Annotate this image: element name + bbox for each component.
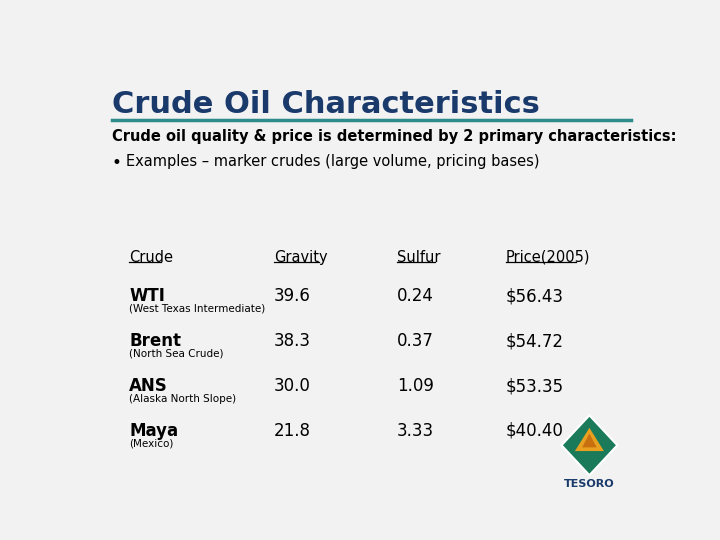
Text: Maya: Maya [129, 422, 178, 440]
Text: 39.6: 39.6 [274, 287, 311, 305]
Polygon shape [582, 434, 597, 447]
Text: ANS: ANS [129, 377, 168, 395]
Text: $53.35: $53.35 [505, 377, 564, 395]
Text: Crude oil quality & price is determined by 2 primary characteristics:: Crude oil quality & price is determined … [112, 129, 677, 144]
Text: 30.0: 30.0 [274, 377, 311, 395]
Polygon shape [575, 428, 604, 451]
Text: $40.40: $40.40 [505, 422, 564, 440]
Text: •: • [111, 154, 121, 172]
Text: WTI: WTI [129, 287, 165, 305]
Text: 0.24: 0.24 [397, 287, 433, 305]
Text: (North Sea Crude): (North Sea Crude) [129, 349, 223, 359]
Text: $56.43: $56.43 [505, 287, 564, 305]
Text: Brent: Brent [129, 332, 181, 350]
Text: (Alaska North Slope): (Alaska North Slope) [129, 394, 236, 404]
Text: 21.8: 21.8 [274, 422, 311, 440]
Text: Examples – marker crudes (large volume, pricing bases): Examples – marker crudes (large volume, … [126, 154, 540, 169]
Text: Price(2005): Price(2005) [505, 250, 590, 265]
Text: (Mexico): (Mexico) [129, 438, 174, 449]
Text: 38.3: 38.3 [274, 332, 311, 350]
Text: TESORO: TESORO [564, 480, 615, 489]
Text: $54.72: $54.72 [505, 332, 564, 350]
Text: Crude: Crude [129, 250, 173, 265]
Polygon shape [562, 415, 617, 475]
Text: 1.09: 1.09 [397, 377, 433, 395]
Text: Sulfur: Sulfur [397, 250, 441, 265]
Text: Gravity: Gravity [274, 250, 328, 265]
Text: (West Texas Intermediate): (West Texas Intermediate) [129, 304, 265, 314]
Text: Crude Oil Characteristics: Crude Oil Characteristics [112, 90, 540, 119]
Text: 3.33: 3.33 [397, 422, 434, 440]
Text: 0.37: 0.37 [397, 332, 433, 350]
